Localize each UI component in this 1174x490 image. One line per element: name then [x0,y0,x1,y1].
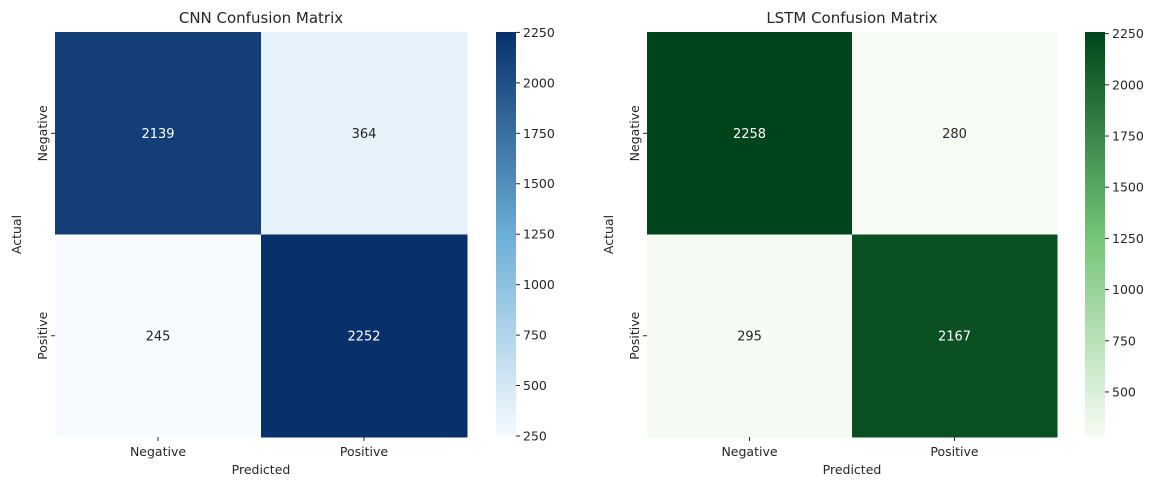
y-axis-label: Actual [601,215,616,254]
colorbar-tick-label: 250 [523,428,547,443]
colorbar-tick-label: 1250 [523,227,555,242]
cell-value-label: 280 [942,127,967,142]
y-tick-label: Negative [627,105,642,161]
heatmap-cell [261,234,468,438]
cell-value-label: 2252 [347,329,380,344]
colorbar-tick-label: 1000 [1112,282,1144,297]
colorbar [496,32,516,437]
y-axis-label: Actual [9,215,24,254]
heatmap-cell [852,32,1058,235]
cell-value-label: 245 [146,329,171,344]
chart-title: LSTM Confusion Matrix [766,9,937,27]
x-tick-label: Negative [721,444,777,459]
heatmap-panel-0: 2139 364 245 2252 CNN Confusion Matrix Negati… [9,9,555,477]
colorbar-tick-label: 1250 [1112,231,1144,246]
colorbar-tick-label: 1750 [523,126,555,141]
colorbar-tick-label: 500 [523,378,547,393]
chart-title: CNN Confusion Matrix [179,9,343,27]
colorbar-tick-label: 750 [523,328,547,343]
heatmap-cell [261,32,468,235]
colorbar [1085,32,1105,437]
colorbar-tick-label: 1500 [1112,180,1144,195]
x-tick-label: Negative [130,444,186,459]
cell-value-label: 2167 [938,329,971,344]
x-tick-label: Positive [340,444,388,459]
x-axis-label: Predicted [823,462,882,477]
y-tick-label: Negative [35,105,50,161]
y-tick-label: Positive [627,311,642,359]
colorbar-tick-label: 1000 [523,277,555,292]
cell-value-label: 2258 [733,127,766,142]
heatmap-cell [852,234,1058,438]
heatmap-panel-1: 2258 280 295 2167 LSTM Confusion Matrix Negat… [601,9,1144,477]
heatmap-cell [647,234,853,438]
colorbar-tick-label: 2250 [1112,26,1144,41]
cell-value-label: 2139 [141,127,174,142]
colorbar-tick-label: 1750 [1112,129,1144,144]
colorbar-tick-label: 2000 [523,75,555,90]
colorbar-tick-label: 2000 [1112,77,1144,92]
y-tick-label: Positive [35,311,50,359]
heatmap-cell [55,32,262,235]
colorbar-tick-label: 2250 [523,25,555,40]
cell-value-label: 295 [737,329,762,344]
heatmap-cell [55,234,262,438]
x-tick-label: Positive [930,444,978,459]
colorbar-tick-label: 1500 [523,176,555,191]
colorbar-tick-label: 500 [1112,384,1136,399]
colorbar-tick-label: 750 [1112,333,1136,348]
x-axis-label: Predicted [232,462,291,477]
cell-value-label: 364 [352,127,377,142]
heatmap-cell [647,32,853,235]
